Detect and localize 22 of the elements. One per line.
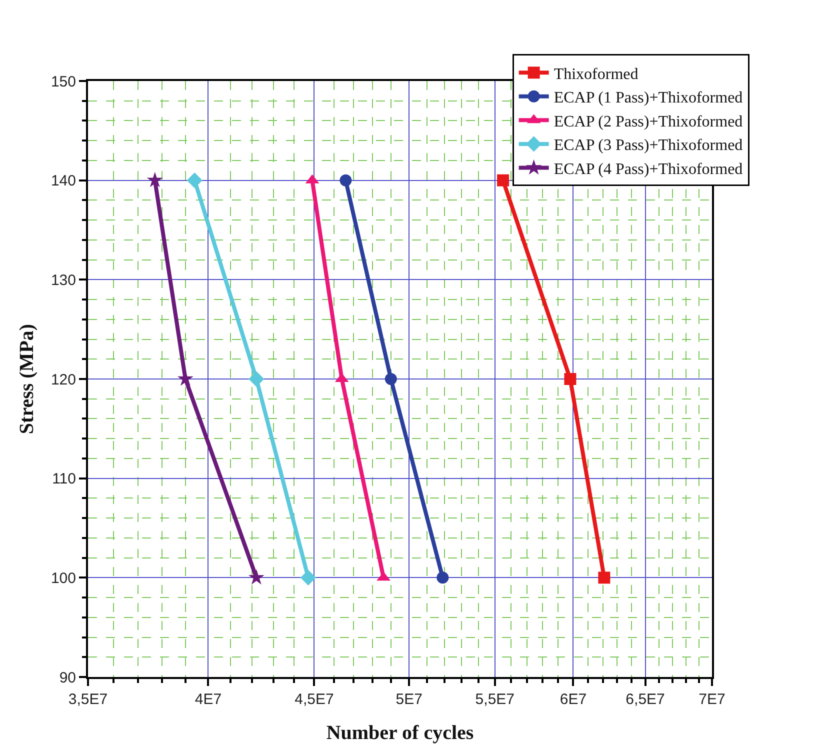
legend-label: Thixoformed xyxy=(554,66,638,83)
x-tick-label: 3,5E7 xyxy=(68,691,108,708)
y-tick-label: 90 xyxy=(59,669,76,686)
x-tick-label: 6E7 xyxy=(560,691,587,708)
y-tick-label: 100 xyxy=(50,570,76,587)
legend-label: ECAP (2 Pass)+Thixoformed xyxy=(554,113,743,130)
y-tick-label: 110 xyxy=(52,470,76,488)
x-tick-label: 4E7 xyxy=(194,691,222,708)
y-tick-label: 140 xyxy=(50,172,76,190)
x-tick-label: 6,5E7 xyxy=(626,691,665,708)
legend-label: ECAP (3 Pass)+Thixoformed xyxy=(554,137,743,154)
y-tick-label: 130 xyxy=(50,272,76,289)
legend-label: ECAP (1 Pass)+Thixoformed xyxy=(554,90,743,107)
y-tick-label: 150 xyxy=(50,73,76,90)
y-axis-title: Stress (MPa) xyxy=(16,324,38,434)
x-tick-label: 5E7 xyxy=(396,691,422,708)
x-tick-label: 4,5E7 xyxy=(294,691,334,708)
x-axis-title: Number of cycles xyxy=(326,722,474,744)
y-tick-label: 120 xyxy=(50,371,76,388)
x-tick-label: 7E7 xyxy=(698,691,726,708)
x-tick-label: 5,5E7 xyxy=(475,691,514,708)
legend-label: ECAP (4 Pass)+Thixoformed xyxy=(554,161,743,178)
